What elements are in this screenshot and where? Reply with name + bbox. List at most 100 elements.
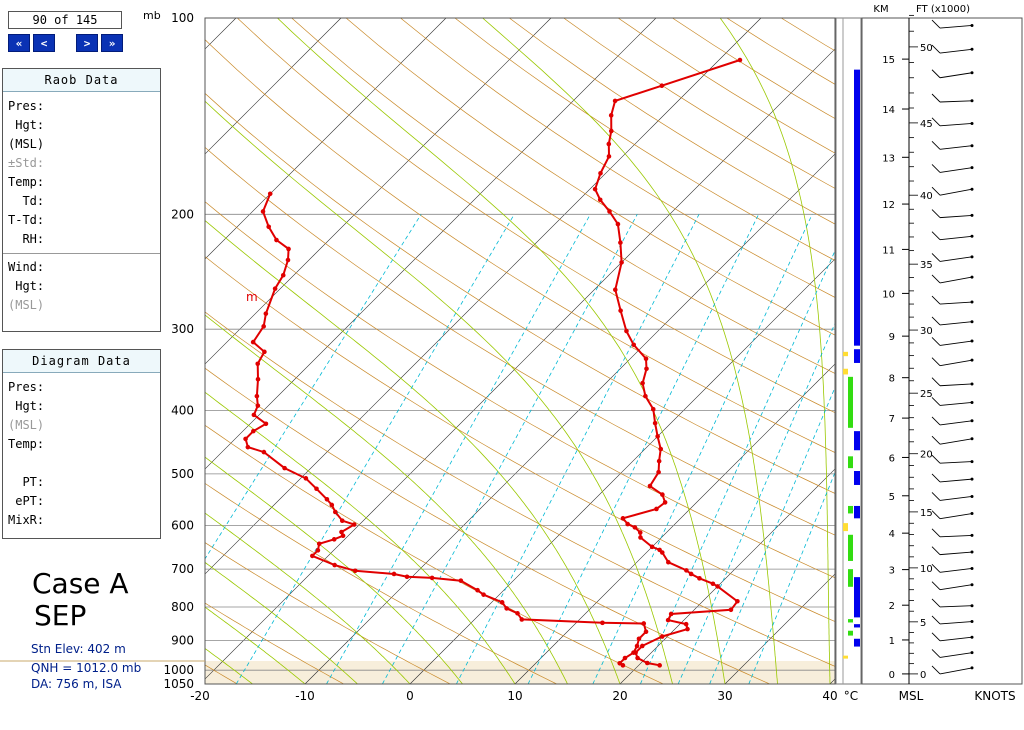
km-tick-label: 1 [889, 636, 895, 647]
km-tick-label: 11 [882, 245, 895, 256]
trace-point [274, 237, 279, 243]
wind-barb-point [970, 121, 974, 125]
trace-point [612, 98, 618, 104]
trace-point [656, 469, 661, 475]
wind-barb-flag [931, 649, 941, 658]
raob-wind-msl-label: (MSL) [8, 298, 45, 312]
trace-point [647, 483, 653, 489]
wind-barb-point [970, 300, 974, 304]
last-sounding-button[interactable]: » [101, 34, 123, 52]
trace-point [254, 393, 260, 399]
trace-point [266, 224, 272, 230]
raob-wind-hgt-label: Hgt: [8, 279, 45, 293]
diagram-msl-label: (MSL) [8, 418, 45, 432]
cloud-layer-blue [854, 624, 860, 628]
trace-point [285, 257, 291, 263]
diagram-temp-label: Temp: [8, 437, 45, 451]
trace-point [606, 154, 612, 159]
trace-point [267, 191, 273, 197]
wind-barb-shaft [939, 636, 973, 642]
trace-point [607, 209, 612, 214]
wind-barb-shaft [939, 584, 973, 591]
wind-barb-flag [931, 492, 941, 501]
msl-axis-title: MSL [899, 689, 924, 703]
wind-barb-point [970, 533, 974, 537]
wind-barb-flag [931, 295, 941, 305]
sounding-counter[interactable]: 90 of 145 [8, 11, 122, 29]
cloud-layer-yellow [843, 351, 848, 357]
wind-barb-flag [931, 337, 941, 346]
moist-adiabat [205, 100, 673, 684]
trace-point [685, 626, 690, 632]
mixing-ratio-line [592, 214, 813, 684]
wind-barb-flag [931, 186, 941, 196]
wind-barb-point [970, 255, 974, 259]
wind-barb-point [970, 460, 974, 464]
cloud-layer-green [848, 619, 853, 623]
trace-point [618, 308, 623, 313]
km-tick-label: 10 [882, 289, 895, 300]
wind-barb-point [970, 71, 974, 75]
moist-adiabat [205, 314, 568, 684]
km-tick-label: 2 [889, 601, 895, 612]
next-sounding-button[interactable]: > [76, 34, 98, 52]
wind-barb-flag [931, 93, 941, 103]
cloud-layer-yellow [843, 368, 848, 375]
mixing-ratio-line [709, 386, 835, 684]
wind-barb-point [970, 144, 974, 148]
temperature-tick-label: 10 [507, 689, 522, 703]
trace-point [631, 650, 636, 655]
trace-point [316, 541, 322, 547]
wind-barb-point [970, 99, 974, 103]
moist-adiabat [482, 18, 778, 684]
case-label: Case A [32, 567, 129, 600]
previous-sounding-button[interactable]: < [33, 34, 55, 52]
isotherm-line [0, 18, 26, 684]
mixing-ratio-line [748, 471, 835, 684]
trace-point [608, 113, 614, 118]
wind-barb-shaft [939, 495, 973, 501]
trace-point [597, 197, 603, 203]
station-density-altitude: DA: 756 m, ISA [31, 677, 122, 691]
trace-point [324, 497, 330, 502]
trace-point [251, 412, 257, 418]
trace-point [475, 587, 480, 593]
wind-barb-shaft [939, 438, 973, 445]
wind-barb-flag [931, 377, 941, 387]
case-sub-label: SEP [34, 599, 87, 632]
wind-barb-point [970, 166, 974, 170]
cloud-layer-blue [854, 69, 860, 346]
trace-point [683, 621, 689, 627]
dry-adiabat [237, 18, 835, 414]
wind-barb-point [970, 339, 974, 343]
wind-barb-flag [931, 665, 941, 675]
moist-adiabat [205, 648, 253, 684]
wind-barb-flag [931, 473, 941, 483]
km-tick-label: 0 [889, 670, 895, 681]
km-axis-title: KM [873, 4, 888, 15]
wind-barb-point [970, 635, 974, 639]
ft-tick-label: 10 [920, 564, 933, 575]
wind-barb-flag [931, 164, 941, 173]
wind-barb-shaft [939, 276, 973, 284]
raob-td-label: Td: [8, 194, 45, 208]
trace-point [504, 606, 509, 611]
trace-point [481, 592, 486, 597]
km-tick-label: 4 [889, 529, 895, 540]
wind-barb-shaft [939, 100, 973, 103]
wind-barb-shaft [939, 48, 973, 54]
wind-barb-shaft [939, 72, 973, 79]
moist-adiabat [0, 18, 200, 684]
ft-tick-label: 0 [920, 670, 926, 681]
trace-point [650, 406, 656, 412]
trace-point [255, 361, 261, 367]
trace-point [657, 547, 662, 553]
first-sounding-button[interactable]: « [8, 34, 30, 52]
isotherm-line [409, 258, 835, 684]
km-tick-label: 8 [889, 374, 895, 385]
ft-tick-label: 5 [920, 618, 926, 629]
trace-point [643, 629, 649, 635]
trace-point [332, 562, 337, 568]
mixing-ratio-line [677, 322, 835, 684]
